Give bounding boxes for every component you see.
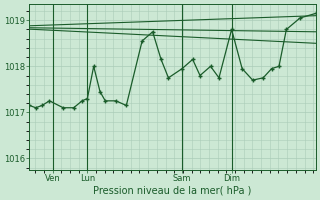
X-axis label: Pression niveau de la mer( hPa ): Pression niveau de la mer( hPa ): [93, 186, 252, 196]
